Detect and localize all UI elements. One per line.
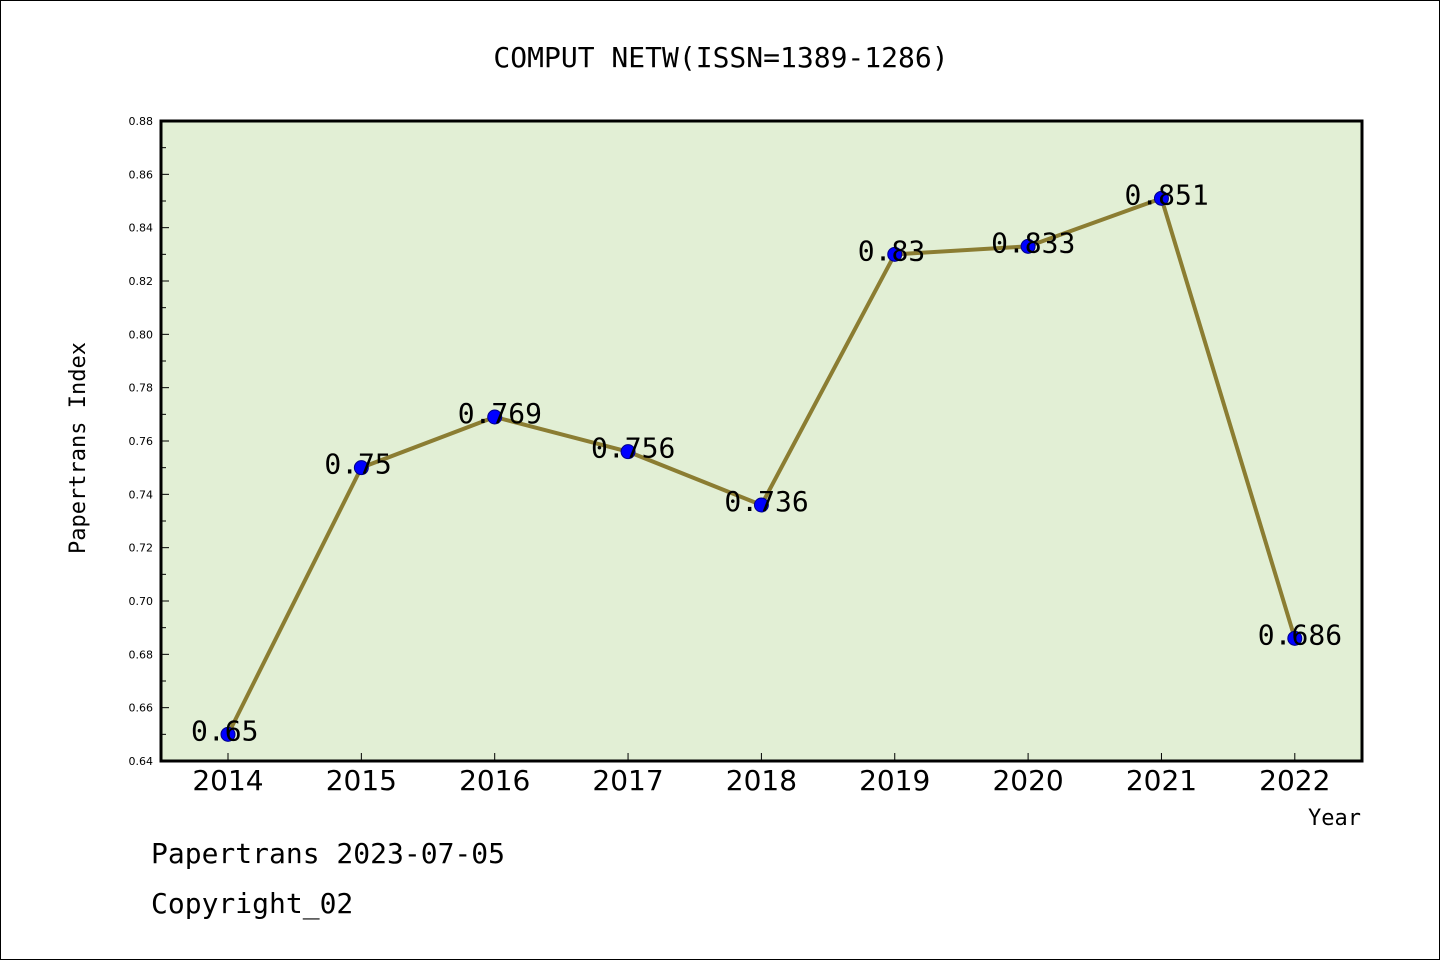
data-point-marker bbox=[220, 726, 236, 742]
series-line-group bbox=[220, 190, 1303, 742]
data-label: 0.769 bbox=[458, 397, 542, 430]
y-tick-label: 0.78 bbox=[129, 382, 154, 395]
data-label: 0.756 bbox=[591, 432, 675, 465]
y-tick-label: 0.74 bbox=[129, 488, 154, 501]
data-label: 0.736 bbox=[724, 485, 808, 518]
data-point-marker bbox=[1287, 630, 1303, 646]
data-label: 0.65 bbox=[191, 714, 258, 747]
x-tick-label: 2014 bbox=[192, 764, 263, 797]
y-tick-label: 0.86 bbox=[129, 168, 154, 181]
x-tick-label: 2020 bbox=[992, 764, 1063, 797]
y-tick-label: 0.70 bbox=[129, 595, 154, 608]
x-tick-label: 2019 bbox=[859, 764, 930, 797]
x-tick-label: 2021 bbox=[1126, 764, 1197, 797]
footer-copyright: Copyright_02 bbox=[151, 887, 353, 921]
x-tick-label: 2018 bbox=[726, 764, 797, 797]
data-label: 0.686 bbox=[1258, 618, 1342, 651]
x-tick-label: 2017 bbox=[592, 764, 663, 797]
footer-date: Papertrans 2023-07-05 bbox=[151, 837, 505, 870]
x-tick-label: 2016 bbox=[459, 764, 530, 797]
y-tick-label: 0.64 bbox=[129, 755, 154, 768]
data-label-group: 0.65 0.75 0.769 0.756 0.736 0.83 0.833 0.851 0.6… bbox=[191, 178, 1342, 747]
plot-area bbox=[159, 119, 1364, 763]
y-tick-label: 0.84 bbox=[129, 222, 154, 235]
x-axis-label: Year bbox=[1308, 806, 1361, 831]
data-point-marker bbox=[1020, 238, 1036, 254]
data-label: 0.83 bbox=[858, 234, 925, 267]
x-tick-label: 2015 bbox=[326, 764, 397, 797]
y-tick-label: 0.72 bbox=[129, 542, 154, 555]
x-axis: 2014 2015 2016 2017 2018 2019 2020 2021 2022 bbox=[192, 753, 1330, 797]
y-axis-label: Papertrans Index bbox=[66, 342, 91, 554]
data-point-marker bbox=[1153, 190, 1169, 206]
chart-title: COMPUT NETW(ISSN=1389-1286) bbox=[493, 41, 948, 74]
y-tick-label: 0.88 bbox=[129, 115, 154, 128]
data-point-marker bbox=[620, 444, 636, 460]
x-tick-label: 2022 bbox=[1259, 764, 1330, 797]
data-point-marker bbox=[753, 497, 769, 513]
y-tick-label: 0.76 bbox=[129, 435, 154, 448]
data-point-marker bbox=[487, 409, 503, 425]
y-tick-label: 0.66 bbox=[129, 702, 154, 715]
data-label: 0.851 bbox=[1124, 178, 1208, 211]
y-tick-label: 0.68 bbox=[129, 648, 154, 661]
y-tick-label: 0.80 bbox=[129, 328, 154, 341]
data-label: 0.833 bbox=[991, 226, 1075, 259]
y-tick-label: 0.82 bbox=[129, 275, 154, 288]
data-label: 0.75 bbox=[324, 448, 391, 481]
data-point-marker bbox=[887, 246, 903, 262]
data-point-marker bbox=[353, 460, 369, 476]
y-axis: 0.64 0.66 0.68 0.70 0.72 0.74 0.76 0.78 0.80 0.82… bbox=[129, 115, 169, 768]
